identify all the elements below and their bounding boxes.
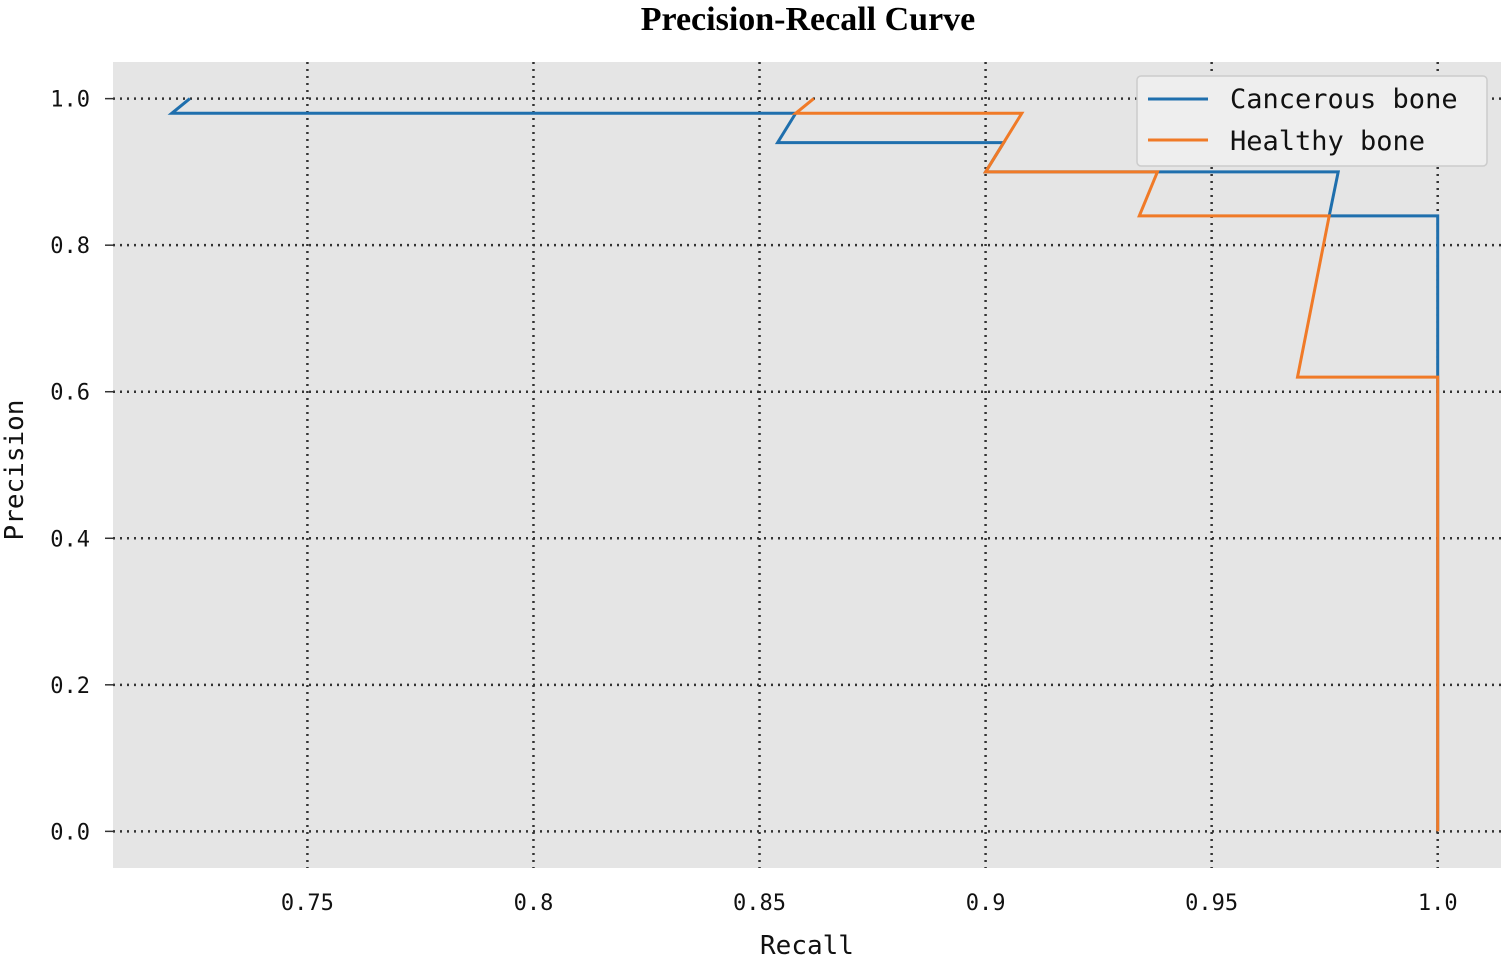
series-lines [167,97,1440,832]
x-tick-label: 0.8 [514,891,554,916]
x-axis-label: Recall [760,931,854,959]
legend: Cancerous bone Healthy bone [1136,75,1488,167]
legend-label-healthy-bone: Healthy bone [1230,126,1425,157]
x-tick-label: 0.75 [281,891,334,916]
x-tick-label: 1.0 [1418,891,1458,916]
chart-title: Precision-Recall Curve [641,1,976,38]
x-axis-ticks: 0.75 0.8 0.85 0.9 0.95 1.0 [281,891,1458,916]
legend-label-cancerous-bone: Cancerous bone [1230,84,1458,115]
grid-lines [113,62,1501,868]
x-tick-label: 0.85 [733,891,786,916]
plot-area [113,62,1501,868]
legend-box [1136,75,1488,167]
y-axis-ticks: 0.0 0.2 0.4 0.6 0.8 1.0 [50,88,113,845]
y-tick-label: 0.0 [50,820,90,845]
y-tick-label: 0.4 [50,527,90,552]
series-line-healthy-bone [791,97,1440,832]
y-tick-label: 1.0 [50,88,90,113]
x-tick-label: 0.95 [1185,891,1238,916]
y-tick-label: 0.2 [50,674,90,699]
x-tick-label: 0.9 [966,891,1006,916]
y-tick-label: 0.8 [50,234,90,259]
y-axis-label: Precision [0,400,30,541]
y-tick-label: 0.6 [50,381,90,406]
